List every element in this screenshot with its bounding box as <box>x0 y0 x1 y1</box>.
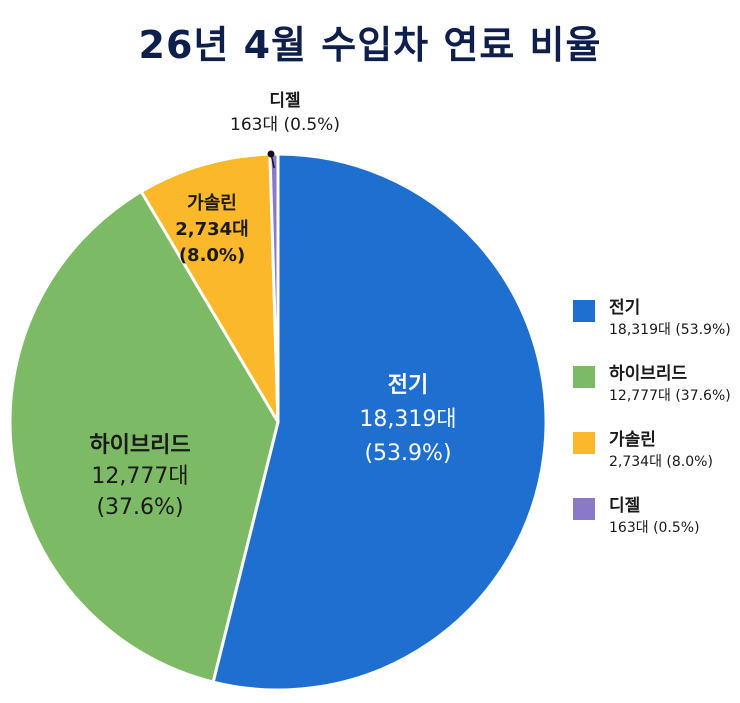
legend-label: 하이브리드 <box>609 364 688 384</box>
legend-item-electric: 전기 18,319대 (53.9%) <box>573 297 733 363</box>
data-label-hybrid: 하이브리드 12,777대 (37.6%) <box>89 433 190 520</box>
legend-detail: 2,734대 (8.0%) <box>609 454 713 470</box>
legend-swatch-hybrid <box>573 366 595 388</box>
legend: 전기 18,319대 (53.9%) 하이브리드 12,777대 (37.6%)… <box>573 297 733 561</box>
legend-detail: 12,777대 (37.6%) <box>609 388 731 404</box>
legend-detail: 163대 (0.5%) <box>609 520 700 536</box>
legend-item-diesel: 디젤 163대 (0.5%) <box>573 495 733 561</box>
callout-dot-diesel <box>267 150 275 158</box>
data-label-diesel: 디젤 163대 (0.5%) <box>230 91 340 135</box>
legend-swatch-gasoline <box>573 432 595 454</box>
legend-label: 가솔린 <box>609 430 656 450</box>
legend-detail: 18,319대 (53.9%) <box>609 322 731 338</box>
pie-slice-gasoline <box>139 152 280 424</box>
legend-label: 디젤 <box>609 496 641 516</box>
data-label-electric: 전기 18,319대 (53.9%) <box>359 373 456 466</box>
legend-label: 전기 <box>609 298 641 318</box>
legend-swatch-diesel <box>573 498 595 520</box>
legend-item-hybrid: 하이브리드 12,777대 (37.6%) <box>573 363 733 429</box>
legend-item-gasoline: 가솔린 2,734대 (8.0%) <box>573 429 733 495</box>
pie-slice-electric <box>211 152 548 692</box>
data-label-gasoline: 가솔린 2,734대 (8.0%) <box>175 193 249 266</box>
chart-title: 26년 4월 수입차 연료 비율 <box>138 23 602 67</box>
legend-swatch-electric <box>573 300 595 322</box>
pie-slice-hybrid <box>8 190 280 684</box>
